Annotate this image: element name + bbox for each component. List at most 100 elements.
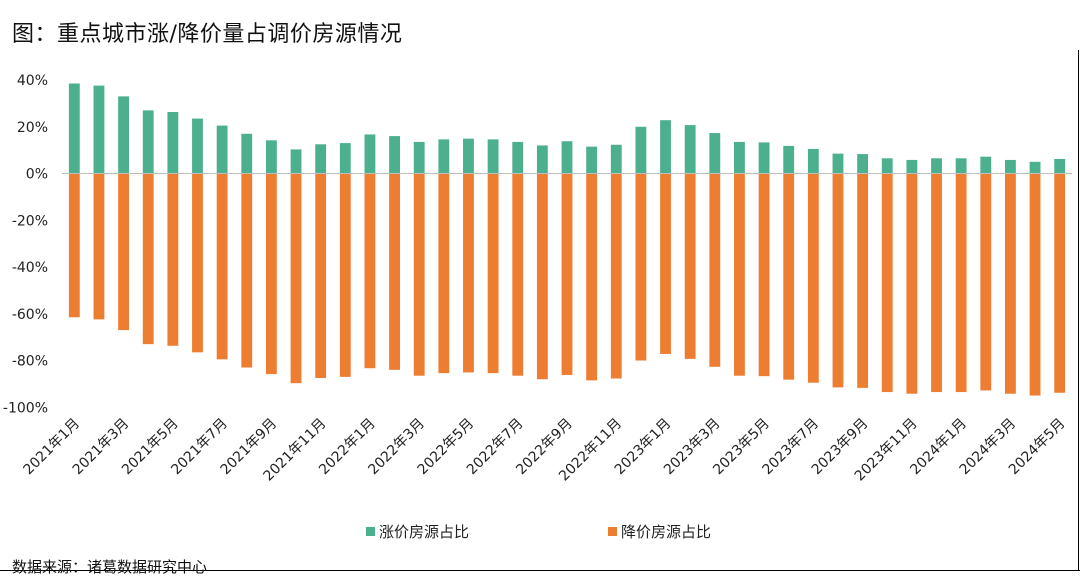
legend-label: 降价房源占比 — [621, 523, 711, 541]
bar-rise-share — [512, 141, 524, 174]
bars-group — [68, 83, 1066, 396]
bar-fall-share — [93, 173, 105, 320]
bar-rise-share — [438, 139, 450, 174]
bar-rise-share — [167, 112, 179, 174]
bar-rise-share — [684, 125, 696, 174]
bar-fall-share — [413, 173, 425, 376]
bar-rise-share — [610, 144, 622, 174]
bar-rise-share — [487, 139, 499, 174]
bar-fall-share — [487, 173, 499, 374]
bar-fall-share — [142, 173, 154, 345]
bar-rise-share — [118, 96, 130, 174]
bar-fall-share — [734, 173, 745, 376]
bar-rise-share — [758, 142, 770, 174]
bar-rise-share — [561, 141, 573, 174]
bar-rise-share — [241, 133, 253, 174]
bar-rise-share — [1054, 159, 1066, 174]
bar-fall-share — [955, 173, 967, 393]
bar-rise-share — [709, 133, 721, 174]
bar-rise-share — [93, 85, 105, 174]
y-tick-label: 20% — [17, 120, 48, 136]
bar-rise-share — [734, 141, 745, 174]
bar-fall-share — [684, 173, 696, 359]
bar-fall-share — [216, 173, 228, 360]
bar-fall-share — [315, 173, 327, 379]
bar-rise-share — [881, 158, 893, 174]
y-tick-label: -100% — [3, 400, 48, 416]
bar-fall-share — [463, 173, 474, 373]
y-axis-ticks: 40% 20% 0% -20% -40% -60% -80% -100% — [3, 73, 48, 416]
y-tick-label: -60% — [12, 307, 48, 323]
frame-bottom-border — [0, 570, 1080, 571]
bar-fall-share — [241, 173, 253, 368]
bar-rise-share — [955, 158, 967, 174]
bar-fall-share — [290, 173, 302, 384]
legend-swatch — [366, 527, 375, 536]
bar-fall-share — [1054, 173, 1066, 393]
bar-fall-share — [980, 173, 992, 391]
y-tick-label: -80% — [12, 354, 48, 370]
chart-title: 图：重点城市涨/降价量占调价房源情况 — [12, 22, 403, 47]
bar-rise-share — [660, 120, 671, 174]
bar-rise-share — [364, 134, 376, 174]
bar-rise-share — [980, 156, 992, 174]
bar-fall-share — [339, 173, 351, 377]
bar-fall-share — [709, 173, 721, 367]
bar-fall-share — [561, 173, 573, 375]
bar-rise-share — [192, 118, 203, 174]
bar-fall-share — [118, 173, 130, 331]
bar-fall-share — [881, 173, 893, 393]
bar-rise-share — [463, 138, 474, 174]
y-tick-label: -40% — [12, 260, 48, 276]
bar-rise-share — [1004, 159, 1016, 174]
bar-fall-share — [1004, 173, 1016, 394]
bar-fall-share — [783, 173, 795, 380]
bar-fall-share — [660, 173, 671, 354]
bar-fall-share — [586, 173, 598, 381]
bar-rise-share — [586, 146, 598, 174]
bar-rise-share — [783, 145, 795, 174]
bar-fall-share — [192, 173, 203, 353]
bar-rise-share — [389, 136, 400, 174]
bar-rise-share — [832, 153, 844, 174]
bar-fall-share — [635, 173, 647, 361]
source-note: 数据来源：诸葛数据研究中心 — [12, 558, 208, 576]
bar-rise-share — [413, 141, 425, 174]
bar-rise-share — [315, 144, 327, 174]
bar-fall-share — [610, 173, 622, 379]
bar-fall-share — [931, 173, 942, 393]
bar-fall-share — [906, 173, 918, 394]
bar-rise-share — [635, 126, 647, 174]
bar-rise-share — [536, 145, 548, 174]
y-tick-label: 0% — [26, 167, 48, 183]
bar-rise-share — [142, 110, 154, 174]
bar-rise-share — [906, 159, 918, 174]
bar-rise-share — [807, 148, 819, 174]
bar-rise-share — [1029, 161, 1041, 174]
bar-fall-share — [857, 173, 869, 388]
bar-fall-share — [68, 173, 80, 318]
bar-rise-share — [216, 125, 228, 174]
legend: 涨价房源占比 降价房源占比 — [366, 523, 711, 541]
bar-fall-share — [807, 173, 819, 383]
bar-fall-share — [438, 173, 450, 374]
bar-rise-share — [290, 149, 302, 174]
bar-fall-share — [512, 173, 524, 376]
x-axis-ticks: 2021年1月2021年3月2021年5月2021年7月2021年9月2021年… — [21, 416, 1069, 485]
y-tick-label: 40% — [17, 73, 48, 89]
bar-fall-share — [536, 173, 548, 380]
bar-fall-share — [758, 173, 770, 377]
bar-rise-share — [68, 83, 80, 174]
y-tick-label: -20% — [12, 213, 48, 229]
bar-fall-share — [832, 173, 844, 388]
bar-rise-share — [857, 154, 869, 174]
legend-swatch — [608, 527, 617, 536]
frame-right-border — [1078, 50, 1079, 570]
bar-fall-share — [1029, 173, 1041, 396]
bar-fall-share — [265, 173, 277, 375]
bar-rise-share — [931, 158, 942, 174]
bar-rise-share — [265, 140, 277, 174]
bar-fall-share — [167, 173, 179, 346]
bar-rise-share — [339, 143, 351, 174]
